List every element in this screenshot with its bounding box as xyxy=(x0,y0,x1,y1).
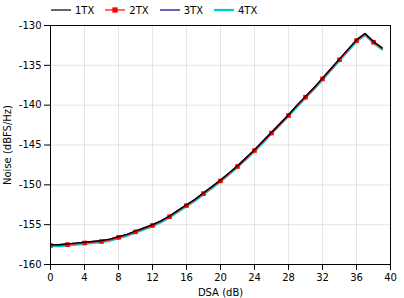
svg-text:-140: -140 xyxy=(19,99,42,110)
svg-text:DSA (dB): DSA (dB) xyxy=(198,287,243,298)
svg-text:Noise (dBFS/Hz): Noise (dBFS/Hz) xyxy=(2,105,13,185)
svg-text:20: 20 xyxy=(214,272,227,283)
svg-text:-155: -155 xyxy=(19,219,42,230)
html-text:1TX: 1TX xyxy=(75,4,95,16)
svg-text:40: 40 xyxy=(384,272,397,283)
svg-text:16: 16 xyxy=(180,272,193,283)
html-text:3TX: 3TX xyxy=(183,4,203,16)
svg-text:-130: -130 xyxy=(19,20,42,31)
svg-text:28: 28 xyxy=(282,272,295,283)
html-text:4TX: 4TX xyxy=(238,4,258,16)
svg-text:-150: -150 xyxy=(19,179,42,190)
svg-text:32: 32 xyxy=(316,272,329,283)
svg-text:24: 24 xyxy=(248,272,261,283)
svg-text:36: 36 xyxy=(350,272,363,283)
svg-text:-145: -145 xyxy=(19,139,42,150)
svg-text:0: 0 xyxy=(47,272,53,283)
html-text:2TX: 2TX xyxy=(129,4,149,16)
svg-text:8: 8 xyxy=(115,272,121,283)
svg-text:-135: -135 xyxy=(19,60,42,71)
svg-text:-160: -160 xyxy=(19,259,42,270)
svg-text:4: 4 xyxy=(81,272,87,283)
svg-text:12: 12 xyxy=(146,272,159,283)
